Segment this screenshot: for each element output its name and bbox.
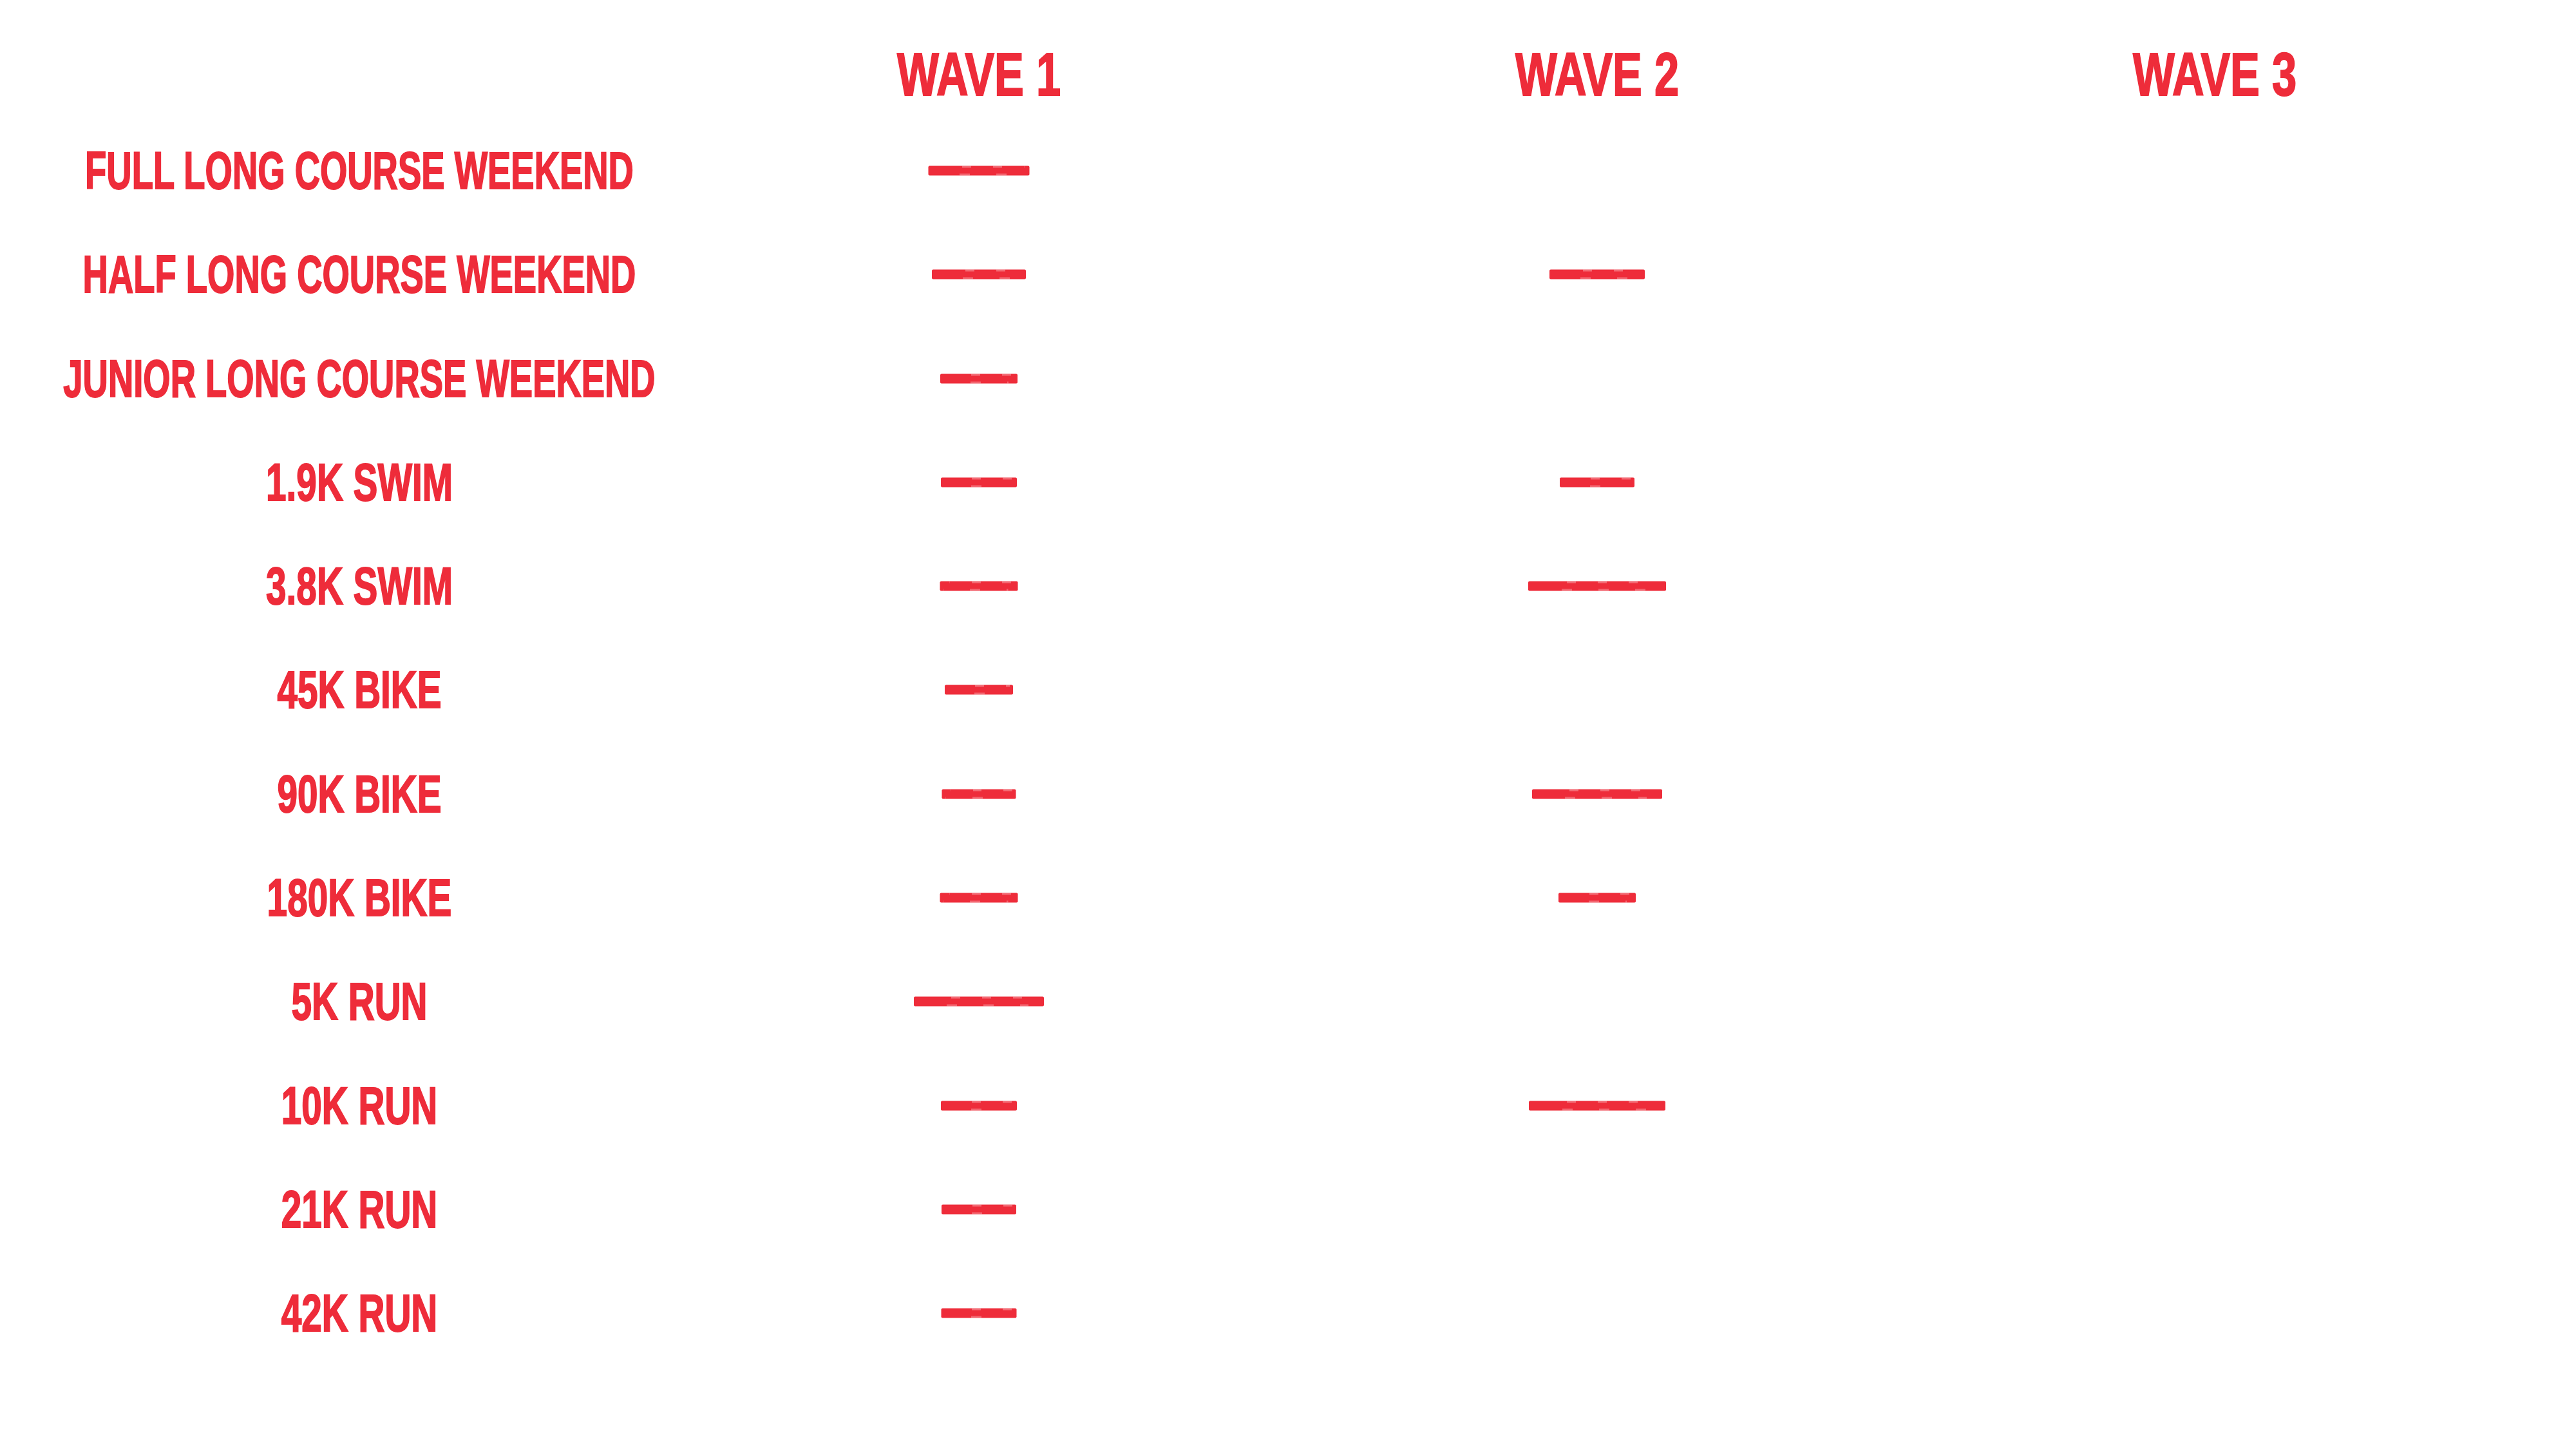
wave2-dash	[1532, 790, 1662, 799]
wave1-dash	[932, 270, 1026, 279]
wave1-dash	[929, 166, 1030, 176]
wave2-dash	[1560, 478, 1634, 488]
wave2-dash	[1529, 1101, 1665, 1111]
wave1-dash	[942, 1205, 1016, 1215]
wave-schedule-chart: WAVE 1 WAVE 2 WAVE 3 FULL LONG COURSE WE…	[0, 0, 2576, 1449]
wave1-dash	[940, 582, 1018, 591]
wave2-dash	[1528, 582, 1666, 591]
wave1-dash	[941, 478, 1017, 488]
wave1-dash	[914, 997, 1044, 1007]
wave2-dash	[1558, 893, 1636, 903]
wave1-dash	[942, 1309, 1017, 1318]
wave1-dash	[941, 1101, 1017, 1111]
wave1-dash	[945, 685, 1013, 695]
wave1-dash	[942, 790, 1016, 799]
wave1-dash	[940, 893, 1018, 903]
wave1-dash	[940, 374, 1018, 384]
wave2-dash	[1549, 270, 1645, 279]
